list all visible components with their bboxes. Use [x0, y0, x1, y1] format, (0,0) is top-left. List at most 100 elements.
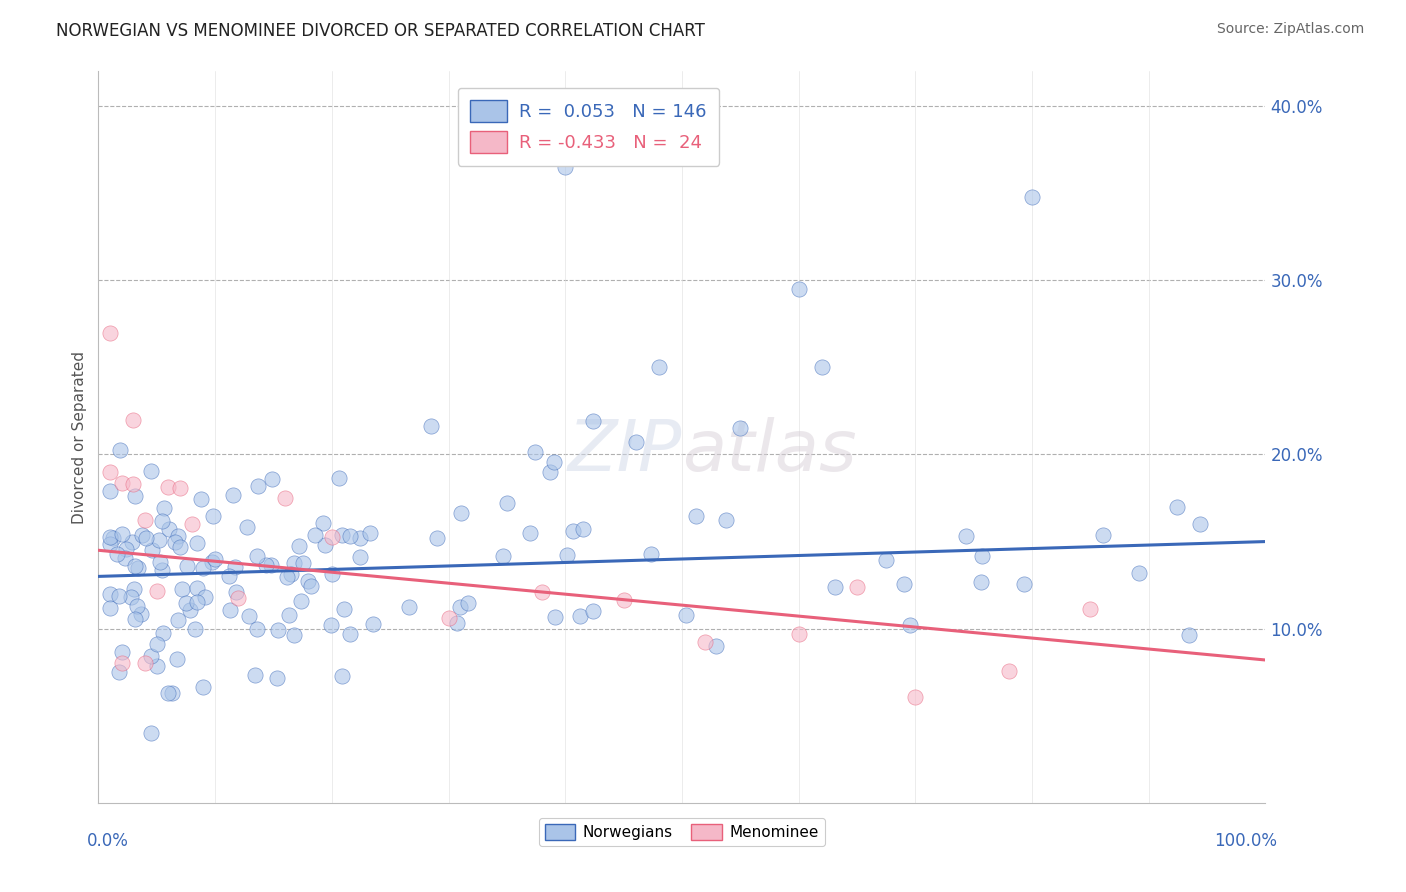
Point	[246, 622, 269, 636]
Point	[291, 556, 314, 570]
Point	[186, 535, 208, 549]
Point	[115, 542, 138, 557]
Point	[582, 605, 605, 619]
Point	[1166, 500, 1188, 515]
Point	[640, 547, 662, 561]
Y-axis label: Divorced or Separated: Divorced or Separated	[72, 351, 87, 524]
Point	[519, 525, 541, 540]
Point	[543, 454, 565, 468]
Point	[98, 537, 121, 551]
Point	[134, 513, 156, 527]
Point	[538, 465, 561, 479]
Point	[328, 471, 350, 485]
Text: atlas: atlas	[682, 417, 856, 486]
Point	[176, 596, 198, 610]
Point	[695, 635, 717, 649]
Point	[105, 547, 128, 561]
Point	[179, 603, 201, 617]
Point	[1178, 628, 1201, 642]
Point	[152, 515, 174, 529]
Point	[290, 594, 312, 608]
Point	[141, 543, 163, 558]
Point	[218, 569, 240, 583]
Point	[787, 626, 810, 640]
Point	[330, 527, 353, 541]
Point	[561, 524, 583, 538]
Point	[333, 602, 356, 616]
Point	[714, 513, 737, 527]
Point	[339, 528, 361, 542]
Point	[176, 558, 198, 573]
Point	[141, 726, 163, 740]
Point	[201, 508, 224, 523]
Point	[153, 501, 176, 516]
Point	[201, 555, 224, 569]
Point	[524, 444, 547, 458]
Point	[114, 551, 136, 566]
Point	[146, 659, 169, 673]
Point	[190, 491, 212, 506]
Point	[730, 421, 752, 435]
Point	[167, 529, 190, 543]
Text: 100.0%: 100.0%	[1213, 832, 1277, 850]
Point	[685, 508, 707, 523]
Text: 0.0%: 0.0%	[87, 832, 128, 850]
Point	[146, 583, 169, 598]
Point	[129, 607, 152, 622]
Point	[349, 550, 371, 565]
Point	[108, 665, 131, 679]
Point	[186, 581, 208, 595]
Point	[893, 577, 915, 591]
Point	[446, 616, 468, 631]
Point	[152, 626, 174, 640]
Point	[111, 645, 134, 659]
Point	[626, 435, 648, 450]
Point	[246, 549, 269, 564]
Point	[647, 360, 669, 375]
Point	[787, 282, 810, 296]
Point	[283, 556, 305, 570]
Point	[157, 685, 180, 699]
Point	[297, 574, 319, 589]
Point	[312, 516, 335, 531]
Text: Source: ZipAtlas.com: Source: ZipAtlas.com	[1216, 22, 1364, 37]
Point	[419, 419, 441, 434]
Point	[361, 616, 384, 631]
Point	[555, 548, 578, 562]
Point	[170, 582, 193, 596]
Point	[321, 530, 343, 544]
Point	[572, 522, 595, 536]
Point	[970, 549, 993, 563]
Point	[613, 592, 636, 607]
Point	[569, 609, 592, 624]
Point	[1128, 566, 1150, 580]
Legend: Norwegians, Menominee: Norwegians, Menominee	[538, 818, 825, 847]
Point	[492, 549, 515, 564]
Point	[274, 491, 297, 505]
Point	[124, 489, 146, 503]
Point	[98, 326, 121, 340]
Point	[955, 529, 977, 543]
Point	[167, 614, 190, 628]
Point	[238, 609, 260, 624]
Point	[247, 479, 270, 493]
Point	[824, 580, 846, 594]
Point	[111, 657, 134, 671]
Point	[437, 611, 460, 625]
Point	[496, 496, 519, 510]
Point	[1091, 528, 1114, 542]
Point	[1012, 577, 1035, 591]
Point	[245, 667, 267, 681]
Point	[122, 412, 145, 426]
Point	[98, 587, 121, 601]
Point	[204, 551, 226, 566]
Point	[163, 534, 186, 549]
Point	[134, 657, 156, 671]
Point	[278, 607, 301, 622]
Point	[225, 584, 247, 599]
Point	[811, 360, 834, 375]
Point	[349, 531, 371, 545]
Point	[98, 600, 121, 615]
Point	[139, 464, 162, 478]
Point	[157, 480, 180, 494]
